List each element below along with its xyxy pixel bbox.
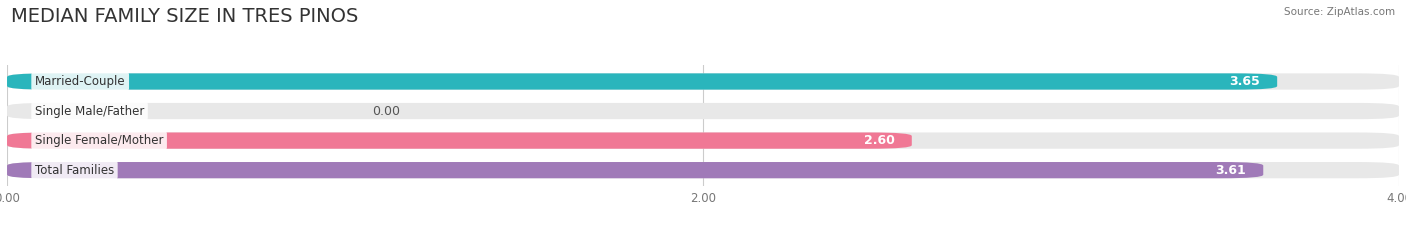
Text: 0.00: 0.00 bbox=[373, 105, 401, 117]
Text: Total Families: Total Families bbox=[35, 164, 114, 177]
Text: Single Female/Mother: Single Female/Mother bbox=[35, 134, 163, 147]
FancyBboxPatch shape bbox=[7, 103, 1399, 119]
Text: MEDIAN FAMILY SIZE IN TRES PINOS: MEDIAN FAMILY SIZE IN TRES PINOS bbox=[11, 7, 359, 26]
Text: Single Male/Father: Single Male/Father bbox=[35, 105, 145, 117]
FancyBboxPatch shape bbox=[7, 73, 1277, 90]
Text: 3.65: 3.65 bbox=[1229, 75, 1260, 88]
FancyBboxPatch shape bbox=[7, 133, 1399, 149]
Text: Married-Couple: Married-Couple bbox=[35, 75, 125, 88]
FancyBboxPatch shape bbox=[7, 162, 1263, 178]
Text: 3.61: 3.61 bbox=[1215, 164, 1246, 177]
FancyBboxPatch shape bbox=[7, 73, 1399, 90]
FancyBboxPatch shape bbox=[7, 162, 1399, 178]
FancyBboxPatch shape bbox=[7, 133, 912, 149]
Text: Source: ZipAtlas.com: Source: ZipAtlas.com bbox=[1284, 7, 1395, 17]
Text: 2.60: 2.60 bbox=[863, 134, 894, 147]
